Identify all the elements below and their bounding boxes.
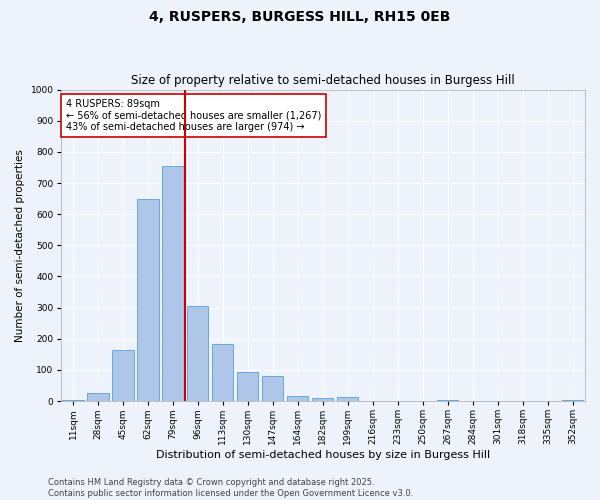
Bar [88,394,109,401]
Bar [562,400,583,401]
Bar [312,398,334,401]
Bar [187,306,208,401]
Bar [137,199,158,401]
Text: Contains HM Land Registry data © Crown copyright and database right 2025.
Contai: Contains HM Land Registry data © Crown c… [48,478,413,498]
Bar [237,372,259,401]
Text: 4 RUSPERS: 89sqm
← 56% of semi-detached houses are smaller (1,267)
43% of semi-d: 4 RUSPERS: 89sqm ← 56% of semi-detached … [66,99,321,132]
Bar [337,397,358,401]
Title: Size of property relative to semi-detached houses in Burgess Hill: Size of property relative to semi-detach… [131,74,515,87]
X-axis label: Distribution of semi-detached houses by size in Burgess Hill: Distribution of semi-detached houses by … [155,450,490,460]
Y-axis label: Number of semi-detached properties: Number of semi-detached properties [15,149,25,342]
Bar [62,400,83,401]
Bar [287,396,308,401]
Bar [212,344,233,401]
Bar [162,166,184,401]
Bar [262,376,283,401]
Bar [112,350,134,401]
Bar [437,400,458,401]
Text: 4, RUSPERS, BURGESS HILL, RH15 0EB: 4, RUSPERS, BURGESS HILL, RH15 0EB [149,10,451,24]
